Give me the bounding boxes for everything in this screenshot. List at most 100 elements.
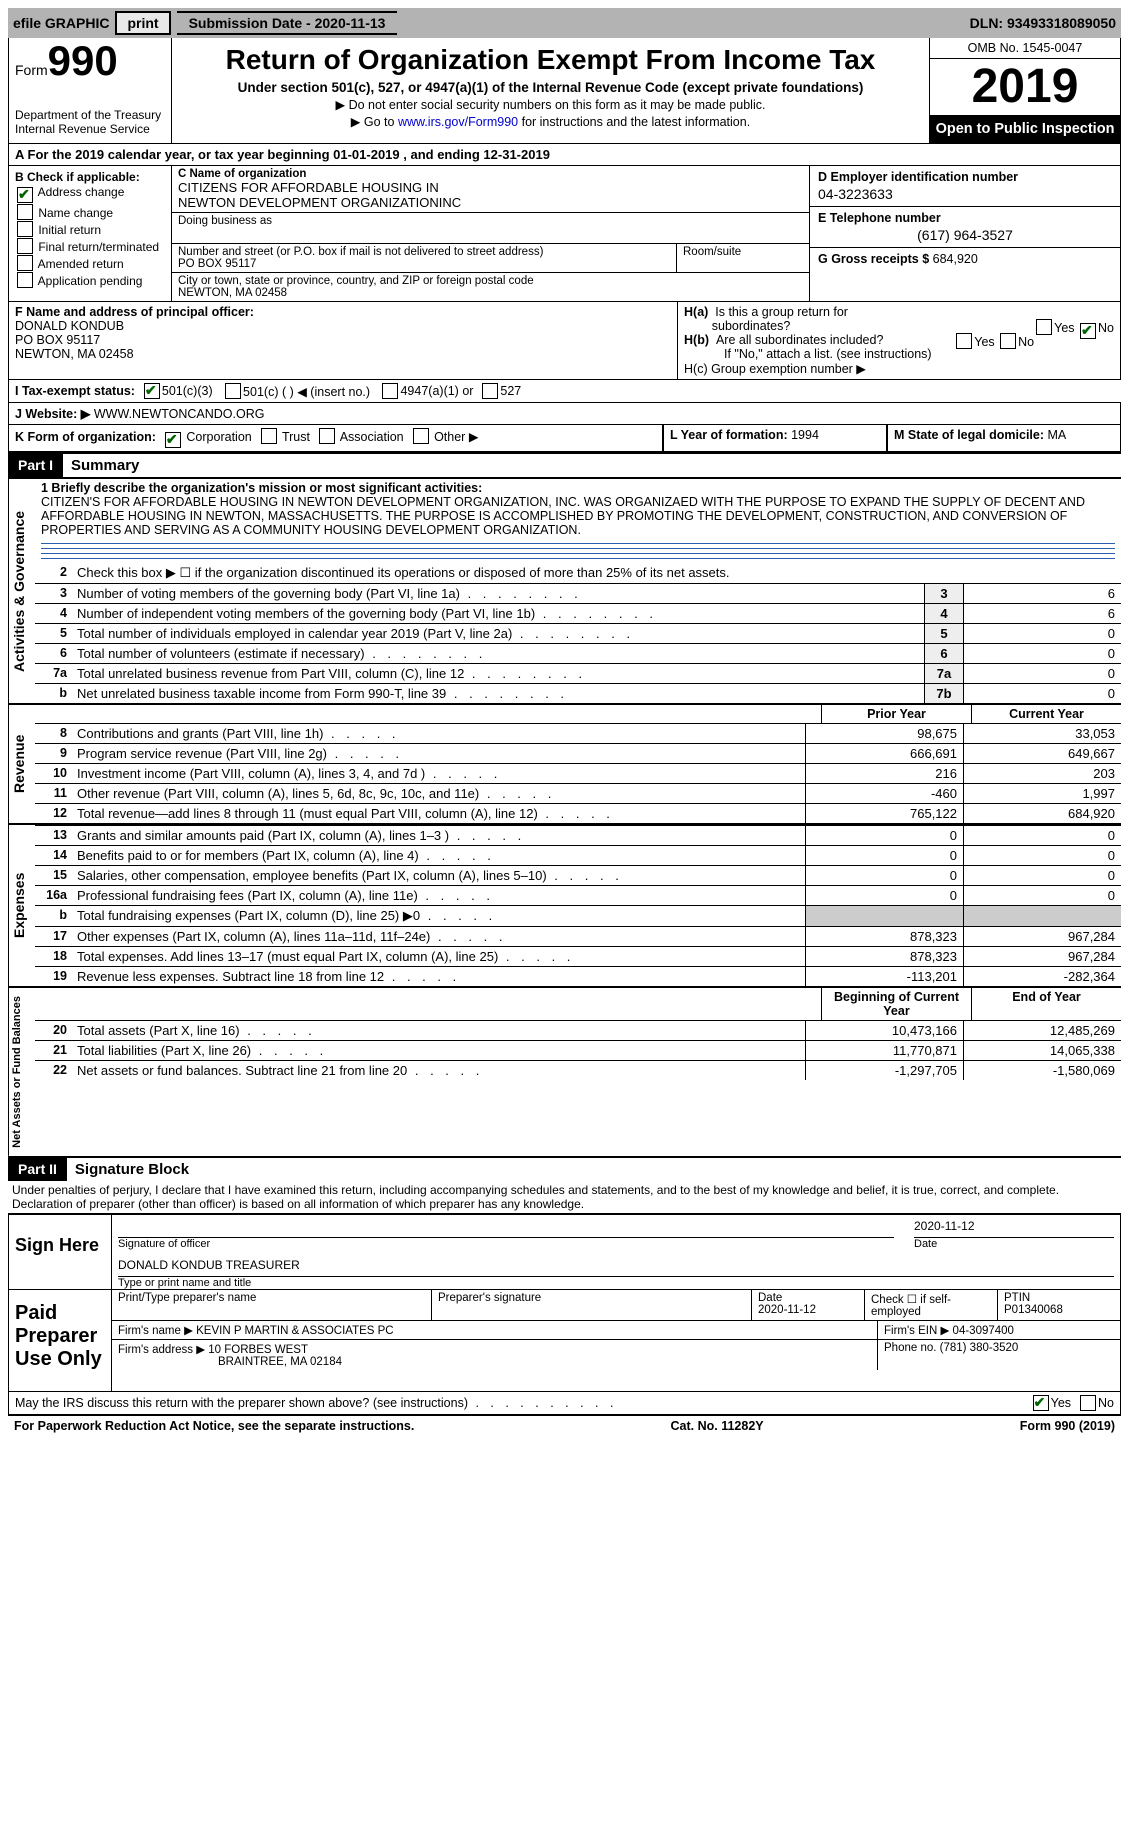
line-19: 19Revenue less expenses. Subtract line 1… (35, 966, 1121, 986)
firm-name-cell: Firm's name ▶ KEVIN P MARTIN & ASSOCIATE… (112, 1321, 878, 1339)
discuss-yes[interactable] (1033, 1395, 1049, 1411)
check-amended-return[interactable]: Amended return (15, 255, 165, 271)
label-expenses: Expenses (8, 825, 35, 986)
gross-receipts-box: G Gross receipts $ 684,920 (810, 247, 1120, 270)
form-title: Return of Organization Exempt From Incom… (178, 44, 923, 76)
org-name-box: C Name of organization CITIZENS FOR AFFO… (172, 166, 809, 212)
officer-name-label: Type or print name and title (118, 1277, 1114, 1289)
street-address-box: Number and street (or P.O. box if mail i… (172, 244, 677, 272)
line-3: 3Number of voting members of the governi… (35, 583, 1121, 603)
officer-addr1: PO BOX 95117 (15, 333, 100, 347)
check-application-pending[interactable]: Application pending (15, 272, 165, 288)
line-k: K Form of organization: Corporation Trus… (8, 425, 663, 452)
block-c: C Name of organization CITIZENS FOR AFFO… (172, 166, 809, 301)
officer-name: DONALD KONDUB (15, 319, 124, 333)
print-button[interactable]: print (115, 11, 170, 35)
check-4947[interactable] (382, 383, 398, 399)
check-final-return[interactable]: Final return/terminated (15, 238, 165, 254)
footer-right: Form 990 (2019) (1020, 1419, 1115, 1433)
footer-mid: Cat. No. 11282Y (671, 1419, 764, 1433)
footer-left: For Paperwork Reduction Act Notice, see … (14, 1419, 414, 1433)
line-22: 22Net assets or fund balances. Subtract … (35, 1060, 1121, 1080)
irs-link[interactable]: www.irs.gov/Form990 (398, 115, 518, 129)
col-end-year: End of Year (971, 988, 1121, 1020)
line-17: 17Other expenses (Part IX, column (A), l… (35, 926, 1121, 946)
website-url[interactable]: WWW.NEWTONCANDO.ORG (94, 407, 265, 421)
line-j: J Website: ▶ WWW.NEWTONCANDO.ORG (8, 403, 1121, 425)
prep-sig-cell: Preparer's signature (432, 1290, 752, 1320)
block-f: F Name and address of principal officer:… (9, 302, 678, 379)
line-i: I Tax-exempt status: 501(c)(3) 501(c) ( … (8, 380, 1121, 403)
open-public-badge: Open to Public Inspection (930, 115, 1120, 143)
check-501c[interactable] (225, 383, 241, 399)
line-7a: 7aTotal unrelated business revenue from … (35, 663, 1121, 683)
dln: DLN: 93493318089050 (970, 15, 1116, 31)
line-6: 6Total number of volunteers (estimate if… (35, 643, 1121, 663)
form-number-box: Form990 Department of the Treasury Inter… (9, 38, 172, 143)
section-net-assets: Net Assets or Fund Balances b Beginning … (8, 986, 1121, 1156)
paid-preparer-label: Paid Preparer Use Only (9, 1290, 112, 1391)
line-2: 2 Check this box ▶ ☐ if the organization… (35, 563, 1121, 583)
line-12: 12Total revenue—add lines 8 through 11 (… (35, 803, 1121, 823)
h-c: H(c) Group exemption number ▶ (684, 361, 1114, 376)
perjury-text: Under penalties of perjury, I declare th… (8, 1181, 1121, 1213)
efile-label: efile GRAPHIC (13, 15, 109, 31)
ein-box: D Employer identification number 04-3223… (810, 166, 1120, 206)
h-a: H(a) Is this a group return for subordin… (684, 305, 1114, 333)
line-4: 4Number of independent voting members of… (35, 603, 1121, 623)
check-name-change[interactable]: Name change (15, 204, 165, 220)
line-9: 9Program service revenue (Part VIII, lin… (35, 743, 1121, 763)
line-14: 14Benefits paid to or for members (Part … (35, 845, 1121, 865)
check-address-change[interactable]: Address change (15, 185, 165, 203)
block-bcd: B Check if applicable: Address change Na… (8, 166, 1121, 302)
line-15: 15Salaries, other compensation, employee… (35, 865, 1121, 885)
city-box: City or town, state or province, country… (172, 273, 809, 301)
omb-number: OMB No. 1545-0047 (930, 38, 1120, 59)
self-employed-cell: Check ☐ if self-employed (865, 1290, 998, 1320)
line-l: L Year of formation: 1994 (663, 425, 887, 452)
check-527[interactable] (482, 383, 498, 399)
form-subtitle: Under section 501(c), 527, or 4947(a)(1)… (178, 80, 923, 95)
sign-here-block: Sign Here Signature of officer 2020-11-1… (8, 1213, 1121, 1290)
form-title-box: Return of Organization Exempt From Incom… (172, 38, 929, 143)
dept-label: Department of the Treasury Internal Reve… (15, 108, 165, 136)
section-activities-governance: Activities & Governance 1 Briefly descri… (8, 477, 1121, 703)
block-fh: F Name and address of principal officer:… (8, 302, 1121, 380)
check-association[interactable] (319, 428, 335, 444)
line-5: 5Total number of individuals employed in… (35, 623, 1121, 643)
col-prior-year: Prior Year (821, 705, 971, 723)
label-activities-governance: Activities & Governance (8, 479, 35, 703)
instruction-1: ▶ Do not enter social security numbers o… (178, 97, 923, 112)
sign-here-label: Sign Here (9, 1215, 112, 1289)
label-revenue: Revenue (8, 705, 35, 823)
h-b-note: If "No," attach a list. (see instruction… (684, 347, 1114, 361)
discuss-no[interactable] (1080, 1395, 1096, 1411)
officer-printed-name: DONALD KONDUB TREASURER (118, 1258, 1114, 1277)
line-20: 20Total assets (Part X, line 16) . . . .… (35, 1020, 1121, 1040)
line-18: 18Total expenses. Add lines 13–17 (must … (35, 946, 1121, 966)
officer-signature-line[interactable] (118, 1219, 894, 1238)
dba-box: Doing business as (172, 212, 809, 243)
check-corporation[interactable] (165, 432, 181, 448)
check-trust[interactable] (261, 428, 277, 444)
header-right: OMB No. 1545-0047 2019 Open to Public In… (929, 38, 1120, 143)
line-21: 21Total liabilities (Part X, line 26) . … (35, 1040, 1121, 1060)
prep-name-cell: Print/Type preparer's name (112, 1290, 432, 1320)
firm-ein-cell: Firm's EIN ▶ 04-3097400 (878, 1321, 1120, 1339)
section-expenses: Expenses 13Grants and similar amounts pa… (8, 823, 1121, 986)
org-name-1: CITIZENS FOR AFFORDABLE HOUSING IN (178, 180, 803, 195)
line-10: 10Investment income (Part VIII, column (… (35, 763, 1121, 783)
line-klm: K Form of organization: Corporation Trus… (8, 425, 1121, 452)
officer-addr2: NEWTON, MA 02458 (15, 347, 134, 361)
submission-date: Submission Date - 2020-11-13 (177, 11, 398, 35)
check-initial-return[interactable]: Initial return (15, 221, 165, 237)
check-other[interactable] (413, 428, 429, 444)
paid-preparer-block: Paid Preparer Use Only Print/Type prepar… (8, 1290, 1121, 1392)
line-8: 8Contributions and grants (Part VIII, li… (35, 723, 1121, 743)
line-11: 11Other revenue (Part VIII, column (A), … (35, 783, 1121, 803)
instruction-2: ▶ Go to www.irs.gov/Form990 for instruct… (178, 114, 923, 129)
phone-box: E Telephone number (617) 964-3527 (810, 206, 1120, 247)
part-1-header: Part I Summary (8, 452, 1121, 477)
check-501c3[interactable] (144, 383, 160, 399)
line-m: M State of legal domicile: MA (887, 425, 1121, 452)
